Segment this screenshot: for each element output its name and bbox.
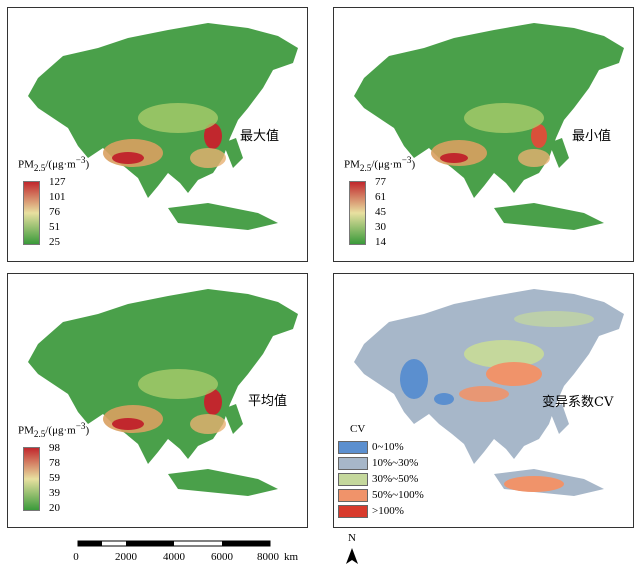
legend-swatch — [338, 489, 368, 502]
legend-tick: 14 — [375, 236, 386, 248]
scale-tick: 2000 — [115, 551, 138, 563]
legend-tick: 51 — [49, 221, 60, 233]
legend-swatch — [338, 473, 368, 486]
legend-tick: 25 — [49, 236, 60, 248]
scale-tick: 8000 — [257, 551, 280, 563]
legend-tick: 61 — [375, 191, 386, 203]
map-panel-cv: 变异系数CV CV 0~10% 10%~30% 30%~50% 50%~100%… — [333, 273, 634, 528]
north-label: N — [348, 532, 356, 544]
legend-title: PM2.5/(μg·m−3) — [18, 155, 90, 173]
scale-bar: 0 2000 4000 6000 8000 km — [73, 540, 299, 563]
legend-tick: 45 — [375, 206, 386, 218]
color-ramp — [349, 181, 366, 245]
legend-tick: 78 — [49, 457, 60, 469]
legend-tick: 30 — [375, 221, 386, 233]
map-panel-max: 最大值 PM2.5/(μg·m−3) 127 101 76 51 25 — [7, 7, 308, 262]
color-ramp — [23, 181, 40, 245]
legend-swatch — [338, 505, 368, 518]
legend-tick: 39 — [49, 487, 60, 499]
map-panel-mean: 平均值 PM2.5/(μg·m−3) 98 78 59 39 20 — [7, 273, 308, 528]
asia-pm25-min-map — [354, 23, 624, 230]
legend-label: 0~10% — [372, 441, 404, 453]
north-arrow-icon: N — [346, 532, 358, 564]
panel-title: 最小值 — [572, 129, 612, 144]
legend-label: >100% — [372, 505, 404, 517]
asia-pm25-mean-map — [28, 289, 298, 496]
panel-title: 变异系数CV — [542, 395, 614, 410]
map-panel-min: 最小值 PM2.5/(μg·m−3) 77 61 45 30 14 — [333, 7, 634, 262]
legend-title: PM2.5/(μg·m−3) — [344, 155, 416, 173]
legend: PM2.5/(μg·m−3) 77 61 45 30 14 — [344, 155, 416, 248]
legend-tick: 77 — [375, 176, 386, 188]
legend-tick: 59 — [49, 472, 60, 484]
legend: PM2.5/(μg·m−3) 127 101 76 51 25 — [18, 155, 90, 248]
legend-swatch — [338, 441, 368, 454]
scale-tick: 4000 — [163, 551, 186, 563]
legend-title: PM2.5/(μg·m−3) — [18, 421, 90, 439]
asia-pm25-max-map — [28, 23, 298, 230]
scale-tick: 6000 — [211, 551, 234, 563]
legend-tick: 127 — [49, 176, 66, 188]
legend-title: CV — [350, 423, 366, 435]
legend-tick: 20 — [49, 502, 60, 514]
legend-label: 30%~50% — [372, 473, 419, 485]
asia-pm25-cv-map — [354, 289, 624, 496]
panel-title: 最大值 — [240, 129, 280, 144]
scale-tick: 0 — [73, 551, 79, 563]
legend-label: 50%~100% — [372, 489, 424, 501]
legend-label: 10%~30% — [372, 457, 419, 469]
legend-swatch — [338, 457, 368, 470]
panel-title: 平均值 — [248, 394, 288, 409]
legend: PM2.5/(μg·m−3) 98 78 59 39 20 — [18, 421, 90, 514]
scale-unit: km — [284, 551, 299, 563]
legend-tick: 101 — [49, 191, 66, 203]
color-ramp — [23, 447, 40, 511]
legend-tick: 76 — [49, 206, 60, 218]
legend-tick: 98 — [49, 442, 60, 454]
